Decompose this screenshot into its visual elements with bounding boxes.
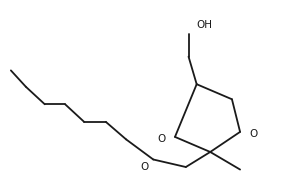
Text: O: O: [249, 129, 257, 139]
Text: O: O: [158, 134, 166, 144]
Text: OH: OH: [197, 20, 213, 30]
Text: O: O: [140, 162, 149, 172]
